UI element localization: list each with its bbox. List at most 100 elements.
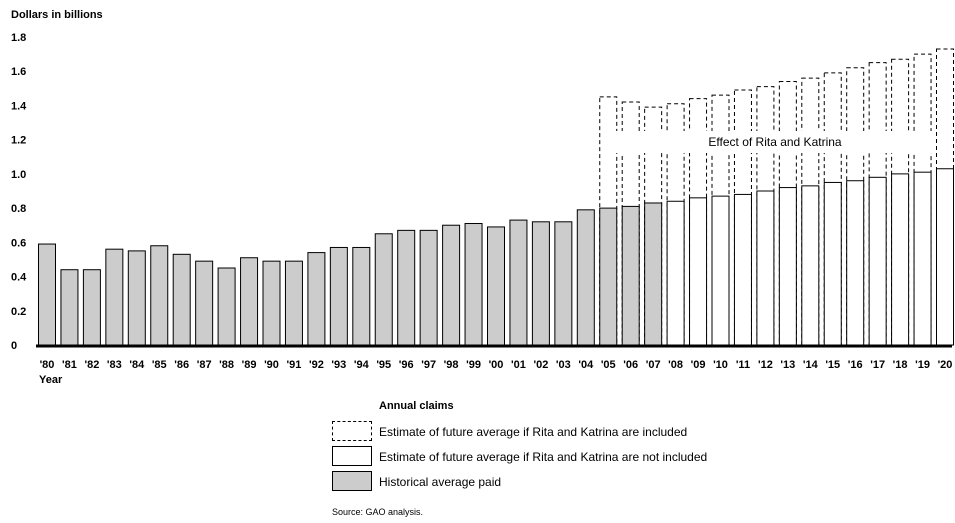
- legend-swatch-gray: [332, 471, 372, 491]
- x-tick-label: '11: [736, 359, 750, 371]
- x-tick-label: '14: [803, 359, 819, 371]
- bar-future: [711, 195, 730, 346]
- x-tick-label: '12: [758, 359, 773, 371]
- x-tick-label: '98: [444, 359, 459, 371]
- bar-historical: [217, 267, 236, 346]
- x-tick-label: '99: [466, 359, 481, 371]
- x-tick-label: '92: [309, 359, 324, 371]
- bar-future: [846, 180, 865, 346]
- x-tick-label: '82: [84, 359, 99, 371]
- legend-label-dashed: Estimate of future average if Rita and K…: [379, 425, 688, 439]
- x-tick-label: '01: [511, 359, 526, 371]
- x-tick-labels: '80 '81 '82 '83 '84 '85 '86 '87 '88 '89 '90 '91 '92 '…: [40, 359, 953, 371]
- legend-swatch-dashed: [332, 421, 372, 441]
- x-tick-label: '15: [825, 359, 840, 371]
- y-tick-label: 0: [11, 340, 17, 352]
- bar-historical: [60, 269, 79, 346]
- bar-future: [891, 173, 910, 346]
- bar-historical: [397, 229, 416, 346]
- x-tick-label: '89: [242, 359, 257, 371]
- x-tick-label: '91: [287, 359, 302, 371]
- x-tick-label: '05: [601, 359, 616, 371]
- x-tick-label: '06: [623, 359, 638, 371]
- bar-historical: [442, 224, 461, 346]
- x-tick-label: '09: [691, 359, 706, 371]
- bar-historical: [487, 226, 505, 346]
- x-tick-label: '96: [399, 359, 414, 371]
- bar-historical: [82, 269, 101, 346]
- y-tick-label: 1.2: [11, 135, 26, 147]
- legend-item-dashed: Estimate of future average if Rita and K…: [332, 421, 752, 443]
- y-tick-label: 1.6: [11, 66, 26, 78]
- bar-historical: [38, 243, 56, 346]
- x-tick-label: '00: [489, 359, 504, 371]
- x-tick-label: '84: [129, 359, 145, 371]
- x-tick-label: '19: [915, 359, 930, 371]
- x-tick-label: '93: [331, 359, 346, 371]
- bar-historical: [576, 209, 595, 346]
- x-tick-label: '95: [376, 359, 391, 371]
- bar-historical: [127, 250, 146, 346]
- bar-historical: [195, 260, 214, 346]
- bar-historical: [531, 221, 550, 346]
- legend-item-gray: Historical average paid: [332, 471, 752, 493]
- bar-future: [823, 181, 842, 346]
- x-tick-label: '02: [533, 359, 548, 371]
- bar-chart: 00.20.40.60.81.01.21.41.61.8 '80'81'82'8…: [11, 9, 954, 386]
- legend-item-white: Estimate of future average if Rita and K…: [332, 446, 752, 468]
- bar-future: [666, 200, 685, 346]
- main-bars-group: [38, 168, 954, 346]
- x-tick-label: '07: [646, 359, 661, 371]
- x-tick-label: '18: [893, 359, 908, 371]
- bar-historical: [150, 245, 169, 346]
- bar-future: [689, 197, 708, 346]
- bar-future: [936, 168, 954, 346]
- x-tick-label: '83: [107, 359, 122, 371]
- bar-historical: [105, 248, 124, 346]
- source-note: Source: GAO analysis.: [332, 507, 424, 517]
- bar-historical: [352, 246, 371, 346]
- bar-future: [913, 171, 932, 346]
- bar-historical: [644, 202, 663, 346]
- bar-historical: [307, 252, 326, 346]
- x-tick-label: '04: [578, 359, 594, 371]
- y-tick-label: 1.4: [11, 100, 27, 112]
- annotation-background: [613, 131, 935, 153]
- bar-historical: [509, 219, 528, 346]
- y-tick-label: 0.2: [11, 306, 26, 318]
- bar-future: [756, 190, 775, 346]
- bar-historical: [172, 253, 191, 346]
- x-tick-label: '16: [848, 359, 863, 371]
- annotation-label: Effect of Rita and Katrina: [708, 135, 842, 149]
- bar-historical: [621, 205, 640, 346]
- x-tick-label: '86: [174, 359, 189, 371]
- bar-historical: [554, 221, 573, 346]
- legend-label-gray: Historical average paid: [379, 475, 502, 489]
- y-tick-label: 0.4: [11, 272, 27, 284]
- x-tick-label: '90: [264, 359, 279, 371]
- x-tick-label: '10: [713, 359, 728, 371]
- bar-historical: [374, 233, 393, 346]
- bar-historical: [262, 260, 281, 346]
- legend-label-white: Estimate of future average if Rita and K…: [379, 450, 708, 464]
- bar-historical: [419, 229, 438, 346]
- y-tick-label: 1.8: [11, 32, 26, 44]
- x-axis-title: Year: [39, 374, 63, 386]
- x-tick-label: '17: [870, 359, 885, 371]
- y-axis-title: Dollars in billions: [11, 9, 103, 21]
- bar-future: [801, 185, 820, 346]
- x-tick-label: '20: [938, 359, 953, 371]
- y-tick-label: 1.0: [11, 169, 26, 181]
- bar-historical: [284, 260, 303, 346]
- bar-future: [733, 193, 752, 346]
- y-tick-labels: 0 0.2 0.4 0.6 0.8 1.0 1.2 1.4 1.6 1.8: [11, 32, 27, 352]
- x-tick-label: '97: [421, 359, 436, 371]
- x-tick-label: '87: [197, 359, 212, 371]
- y-tick-label: 0.8: [11, 203, 26, 215]
- x-tick-label: '94: [354, 359, 370, 371]
- x-tick-label: '85: [152, 359, 167, 371]
- y-tick-label: 0.6: [11, 237, 26, 249]
- x-tick-label: '03: [556, 359, 571, 371]
- legend-swatch-white: [332, 446, 372, 466]
- bar-historical: [599, 207, 618, 346]
